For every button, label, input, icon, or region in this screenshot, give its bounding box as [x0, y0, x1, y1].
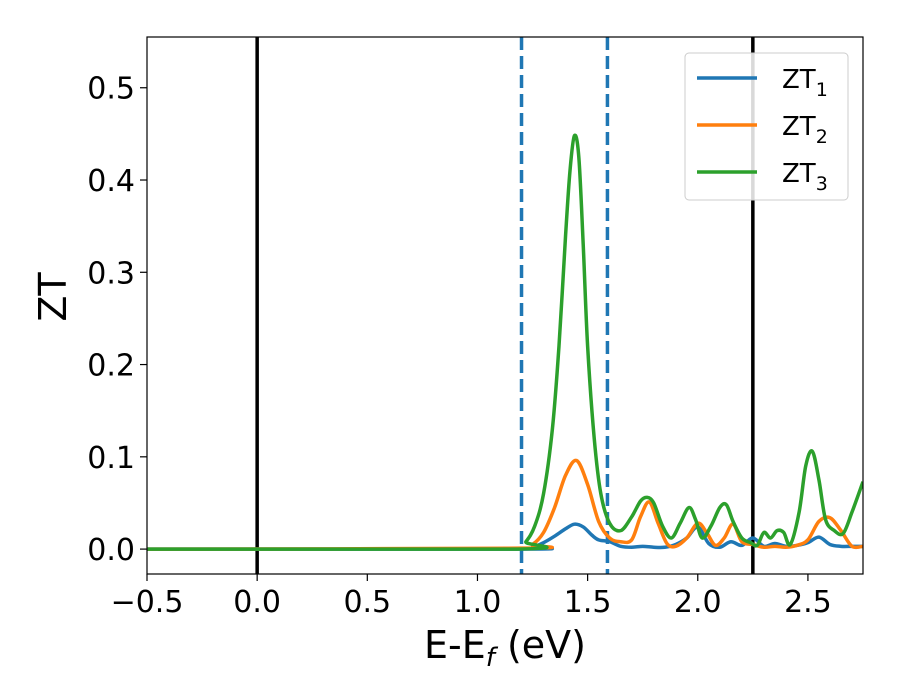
x-tick-label: 1.0	[454, 585, 502, 620]
x-axis-title: E-Ef (eV)	[424, 623, 586, 673]
y-tick-label: 0.3	[87, 256, 135, 291]
legend-label: ZT2	[782, 112, 828, 148]
reference-lines	[255, 37, 755, 574]
x-tick-label: 1.5	[564, 585, 612, 620]
plot-frame	[146, 36, 864, 575]
legend-label: ZT1	[782, 65, 828, 101]
y-tick-label: 0.5	[87, 72, 135, 107]
y-axis: 0.0 0.1 0.2 0.3 0.4 0.5	[87, 72, 147, 568]
x-axis: −0.5 0.0 0.5 1.0 1.5 2.0 2.5	[111, 574, 832, 620]
series-line-zt3	[147, 133, 863, 551]
y-axis-title: ZT	[31, 272, 75, 322]
legend-frame	[684, 52, 849, 201]
series-lines	[147, 133, 863, 551]
legend: ZT1 ZT2 ZT3	[684, 52, 849, 201]
series-line-zt2	[147, 458, 863, 551]
x-tick-label: −0.5	[111, 585, 184, 620]
x-tick-label: 2.5	[784, 585, 832, 620]
x-tick-label: 2.0	[674, 585, 722, 620]
x-tick-label: 0.5	[343, 585, 391, 620]
y-tick-label: 0.2	[87, 349, 135, 384]
x-tick-label: 0.0	[233, 585, 281, 620]
legend-label: ZT3	[782, 159, 828, 195]
y-tick-label: 0.1	[87, 441, 135, 476]
y-tick-label: 0.0	[87, 533, 135, 568]
y-tick-label: 0.4	[87, 164, 135, 199]
